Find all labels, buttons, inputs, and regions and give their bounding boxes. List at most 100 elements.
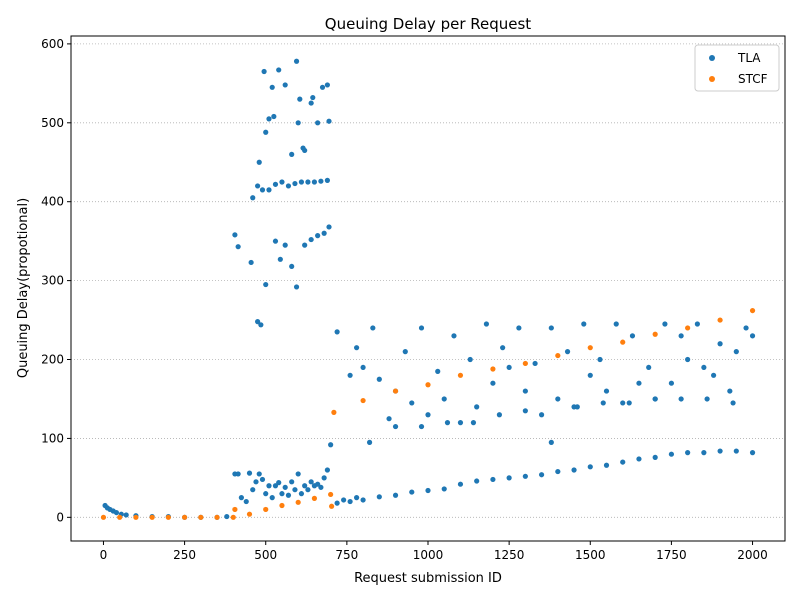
data-point-tla xyxy=(238,495,244,501)
data-point-tla xyxy=(474,404,480,410)
data-point-stcf xyxy=(329,503,335,509)
data-point-tla xyxy=(418,325,425,331)
chart-title: Queuing Delay per Request xyxy=(325,15,532,33)
data-point-tla xyxy=(548,439,554,445)
legend-marker-tla xyxy=(709,55,715,61)
x-tick-label: 0 xyxy=(100,548,108,562)
y-tick-label: 400 xyxy=(41,195,64,209)
data-point-tla xyxy=(282,484,288,490)
data-point-tla xyxy=(295,120,301,126)
data-point-tla xyxy=(597,356,603,363)
data-point-stcf xyxy=(425,382,431,388)
data-point-tla xyxy=(409,489,415,495)
data-point-tla xyxy=(701,450,707,456)
data-point-tla xyxy=(315,120,321,126)
data-point-tla xyxy=(636,456,642,462)
data-point-tla xyxy=(555,468,561,475)
data-point-tla xyxy=(678,333,684,339)
data-point-tla xyxy=(324,82,330,88)
data-point-tla xyxy=(490,380,496,386)
data-point-tla xyxy=(293,284,300,290)
data-point-tla xyxy=(409,400,415,406)
data-point-tla xyxy=(581,321,587,327)
data-point-stcf xyxy=(100,514,107,520)
data-point-stcf xyxy=(263,506,269,513)
data-point-tla xyxy=(522,408,528,414)
data-point-tla xyxy=(538,412,545,418)
data-point-tla xyxy=(113,509,120,516)
data-point-tla xyxy=(279,491,285,497)
data-point-tla xyxy=(255,183,261,189)
y-tick-label: 200 xyxy=(41,353,64,367)
data-point-tla xyxy=(516,325,522,331)
data-point-tla xyxy=(636,380,642,386)
data-point-tla xyxy=(347,372,353,378)
data-point-tla xyxy=(315,481,321,487)
data-point-tla xyxy=(276,480,282,486)
data-point-tla xyxy=(711,372,717,378)
data-point-stcf xyxy=(149,514,155,520)
legend-box xyxy=(694,44,780,92)
data-point-tla xyxy=(279,179,285,185)
data-point-stcf xyxy=(392,388,399,394)
data-point-tla xyxy=(490,476,496,483)
data-point-tla xyxy=(305,487,311,493)
data-point-stcf xyxy=(117,514,123,520)
data-point-tla xyxy=(678,396,684,402)
data-point-tla xyxy=(600,400,606,406)
data-point-tla xyxy=(360,497,366,503)
data-point-stcf xyxy=(652,331,658,337)
data-point-tla xyxy=(302,242,308,248)
data-point-tla xyxy=(308,479,314,485)
x-tick-label: 1250 xyxy=(494,548,525,562)
y-tick-label: 600 xyxy=(41,37,64,51)
data-point-tla xyxy=(298,179,305,185)
data-point-stcf xyxy=(360,397,366,404)
data-point-stcf xyxy=(214,514,220,520)
data-point-tla xyxy=(603,388,610,394)
data-point-tla xyxy=(646,364,652,371)
data-point-tla xyxy=(326,118,332,124)
data-point-tla xyxy=(685,450,691,456)
legend-marker-stcf xyxy=(709,76,715,82)
data-point-tla xyxy=(256,471,262,477)
data-point-tla xyxy=(457,420,464,426)
data-point-tla xyxy=(733,349,739,355)
data-point-tla xyxy=(483,321,490,327)
data-point-tla xyxy=(564,349,571,355)
data-point-tla xyxy=(603,462,610,468)
data-point-tla xyxy=(259,187,266,193)
data-point-stcf xyxy=(331,409,337,415)
data-point-tla xyxy=(289,151,295,157)
data-point-tla xyxy=(324,177,330,183)
data-point-tla xyxy=(258,322,264,328)
data-point-tla xyxy=(328,442,334,448)
data-point-tla xyxy=(266,187,272,193)
data-point-tla xyxy=(235,244,241,250)
data-point-tla xyxy=(652,454,658,460)
data-point-tla xyxy=(613,321,619,327)
data-point-tla xyxy=(263,129,269,135)
y-tick-label: 300 xyxy=(41,274,64,288)
x-tick-label: 1750 xyxy=(656,548,687,562)
data-point-tla xyxy=(308,100,314,106)
y-tick-label: 500 xyxy=(41,116,64,130)
data-point-tla xyxy=(259,476,266,483)
data-point-tla xyxy=(704,396,710,402)
data-point-tla xyxy=(271,113,277,120)
x-tick-label: 2000 xyxy=(737,548,768,562)
data-point-tla xyxy=(282,82,288,88)
data-point-tla xyxy=(548,325,554,331)
data-point-tla xyxy=(293,58,300,64)
data-point-tla xyxy=(341,497,347,503)
data-point-stcf xyxy=(295,499,301,505)
data-point-tla xyxy=(360,364,366,371)
data-point-tla xyxy=(248,259,254,266)
data-point-tla xyxy=(326,224,332,230)
data-point-tla xyxy=(269,84,275,90)
data-point-tla xyxy=(538,472,545,478)
data-point-tla xyxy=(318,178,324,184)
data-point-tla xyxy=(235,471,241,477)
data-point-tla xyxy=(311,179,318,185)
x-tick-label: 500 xyxy=(254,548,277,562)
